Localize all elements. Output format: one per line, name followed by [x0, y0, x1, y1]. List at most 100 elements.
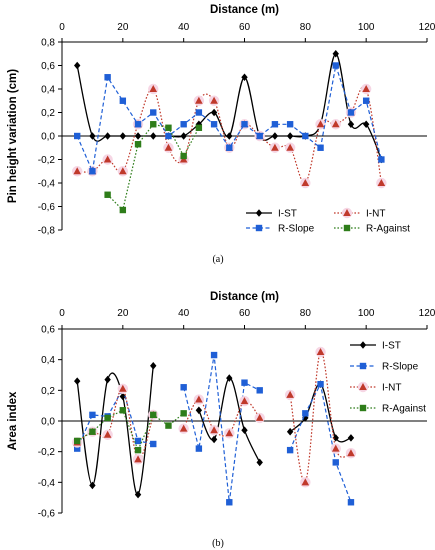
data-point: [347, 434, 355, 442]
series-line: [183, 355, 260, 503]
legend-label: R-Against: [366, 224, 410, 235]
legend-item: I-NT: [350, 381, 401, 394]
data-point: [134, 446, 142, 454]
data-point: [134, 455, 142, 463]
series-i-nt: [72, 346, 357, 488]
data-point: [286, 446, 294, 454]
figure-caption: (a): [212, 254, 223, 265]
data-point: [119, 384, 127, 392]
data-point: [89, 428, 96, 435]
data-point: [134, 141, 142, 148]
y-tick-label: 0,8: [41, 38, 55, 49]
legend-swatch-marker: [343, 209, 351, 216]
data-point: [226, 374, 233, 382]
data-point: [89, 168, 96, 175]
data-point: [347, 449, 355, 457]
data-point: [317, 381, 324, 388]
y-axis-title: Pin height variation (cm): [7, 69, 19, 203]
data-point: [150, 411, 157, 419]
legend: I-ST I-NT R-Slope R-Against: [246, 207, 410, 235]
data-point: [316, 120, 325, 128]
data-point: [286, 132, 294, 140]
series-i-st: [74, 362, 355, 499]
data-point: [89, 411, 96, 419]
data-point: [302, 410, 309, 417]
x-tick-label: 20: [117, 308, 129, 319]
data-point: [347, 499, 355, 506]
legend-swatch-marker: [359, 404, 367, 412]
data-point: [332, 434, 339, 442]
y-tick-label: 0,0: [41, 132, 55, 143]
y-tick-label: -0,2: [38, 155, 56, 166]
data-point: [301, 478, 310, 486]
data-point: [89, 132, 96, 140]
data-point: [286, 121, 294, 128]
x-tick-label: 0: [59, 308, 65, 319]
data-point: [180, 384, 187, 391]
data-point: [195, 445, 203, 452]
x-axis-title: Distance (m): [210, 4, 279, 16]
data-point: [134, 132, 142, 140]
data-point: [179, 424, 188, 432]
legend-item: R-Slope: [246, 224, 315, 235]
legend-label: I-NT: [382, 383, 401, 394]
series-r-slope: [74, 62, 385, 175]
data-point: [149, 85, 158, 92]
data-point: [119, 407, 127, 414]
data-point: [225, 429, 234, 437]
x-tick-label: 0: [59, 22, 65, 33]
series-line: [76, 65, 382, 174]
x-tick-label: 120: [419, 308, 435, 319]
data-point: [134, 121, 142, 128]
data-point: [180, 410, 187, 417]
y-tick-label: -0,6: [38, 509, 56, 520]
data-point: [150, 440, 157, 448]
data-point: [301, 179, 310, 186]
y-tick-label: -0,6: [38, 202, 56, 213]
data-point: [331, 444, 340, 452]
data-point: [74, 377, 81, 385]
y-tick-label: -0,4: [38, 179, 56, 190]
y-tick-label: -0,8: [38, 226, 56, 237]
data-point: [134, 490, 142, 499]
legend-swatch-marker: [359, 362, 367, 370]
series-line: [289, 383, 352, 443]
x-tick-label: 80: [300, 22, 312, 33]
series-line: [289, 382, 352, 503]
data-point: [165, 124, 172, 131]
data-point: [74, 437, 81, 445]
data-point: [226, 499, 233, 506]
data-point: [195, 124, 203, 131]
legend-swatch-marker: [255, 209, 263, 217]
legend-label: R-Against: [382, 404, 426, 415]
legend: I-ST R-Slope I-NT R-Against: [350, 341, 426, 415]
y-tick-label: 0,6: [41, 325, 55, 336]
data-point: [104, 191, 111, 198]
data-point: [165, 132, 172, 140]
legend-swatch-marker: [359, 383, 367, 390]
data-point: [104, 132, 111, 140]
series-r-against: [74, 407, 187, 454]
data-point: [150, 121, 157, 128]
y-tick-label: 0,2: [41, 386, 55, 397]
x-tick-label: 100: [358, 22, 375, 33]
data-point: [241, 379, 248, 386]
y-tick-label: 0,6: [41, 61, 55, 72]
data-point: [150, 109, 157, 116]
data-point: [317, 144, 324, 151]
data-point: [256, 387, 263, 394]
data-point: [74, 445, 81, 452]
y-axis-title: Area index: [7, 391, 19, 450]
data-point: [195, 96, 203, 104]
data-point: [286, 390, 294, 398]
data-point: [210, 351, 218, 359]
data-point: [241, 73, 248, 82]
data-point: [119, 97, 127, 104]
data-point: [241, 426, 248, 434]
x-tick-label: 120: [419, 22, 435, 33]
data-point: [332, 49, 339, 58]
data-point: [119, 167, 127, 175]
figure-caption: (b): [212, 538, 224, 549]
legend-label: I-ST: [382, 341, 401, 352]
data-point: [180, 121, 187, 128]
